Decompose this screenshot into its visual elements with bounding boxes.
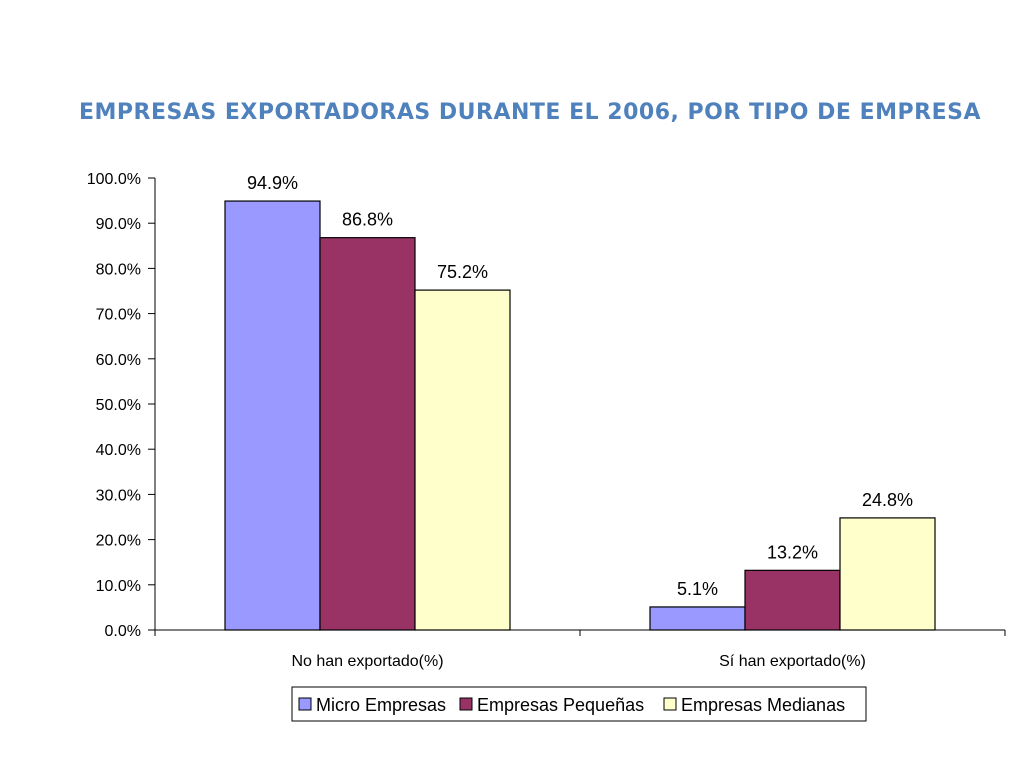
bar-micro-empresas <box>649 606 746 631</box>
chart-legend: Micro Empresas Empresas Pequeñas Empresas … <box>291 686 867 722</box>
y-tick-label: 20.0% <box>96 533 141 550</box>
data-label: 86.8% <box>342 210 393 230</box>
legend-entry-label: Empresas Pequeñas <box>477 695 644 715</box>
y-tick-label: 50.0% <box>96 397 141 414</box>
bar-empresas-peque-as <box>744 569 841 631</box>
y-tick-label: 70.0% <box>96 307 141 324</box>
y-tick-label: 40.0% <box>96 442 141 459</box>
chart-bars <box>224 200 936 631</box>
y-tick-label: 90.0% <box>96 216 141 233</box>
bar-micro-empresas <box>224 200 321 631</box>
chart-axes: 0.0% 10.0% 20.0% 30.0% 40.0% 50.0% 60.0% 70.0% 8… <box>87 171 1006 670</box>
y-tick-label: 60.0% <box>96 352 141 369</box>
legend-entry-label: Empresas Medianas <box>681 695 845 715</box>
y-tick-label: 80.0% <box>96 261 141 278</box>
x-category-label: Sí han exportado(%) <box>719 653 866 670</box>
data-label: 94.9% <box>247 173 298 193</box>
x-category-label: No han exportado(%) <box>291 653 443 670</box>
y-tick-label: 100.0% <box>87 171 141 188</box>
data-label: 75.2% <box>437 262 488 282</box>
legend-swatch <box>298 697 312 711</box>
bar-empresas-medianas <box>414 289 511 631</box>
legend-swatch <box>663 697 677 711</box>
chart-title: EMPRESAS EXPORTADORAS DURANTE EL 2006, P… <box>78 100 981 125</box>
y-tick-label: 30.0% <box>96 487 141 504</box>
data-label: 24.8% <box>862 490 913 510</box>
y-tick-label: 0.0% <box>105 623 141 640</box>
chart-data-labels: 94.9% 86.8% 75.2% 5.1% 13.2% 24.8% <box>247 173 913 599</box>
data-label: 5.1% <box>677 579 718 599</box>
data-label: 13.2% <box>767 542 818 562</box>
legend-entry-label: Micro Empresas <box>316 695 446 715</box>
legend-box <box>291 686 867 722</box>
bar-empresas-medianas <box>839 517 936 631</box>
y-tick-label: 10.0% <box>96 578 141 595</box>
bar-empresas-peque-as <box>319 237 416 631</box>
legend-swatch <box>459 697 473 711</box>
